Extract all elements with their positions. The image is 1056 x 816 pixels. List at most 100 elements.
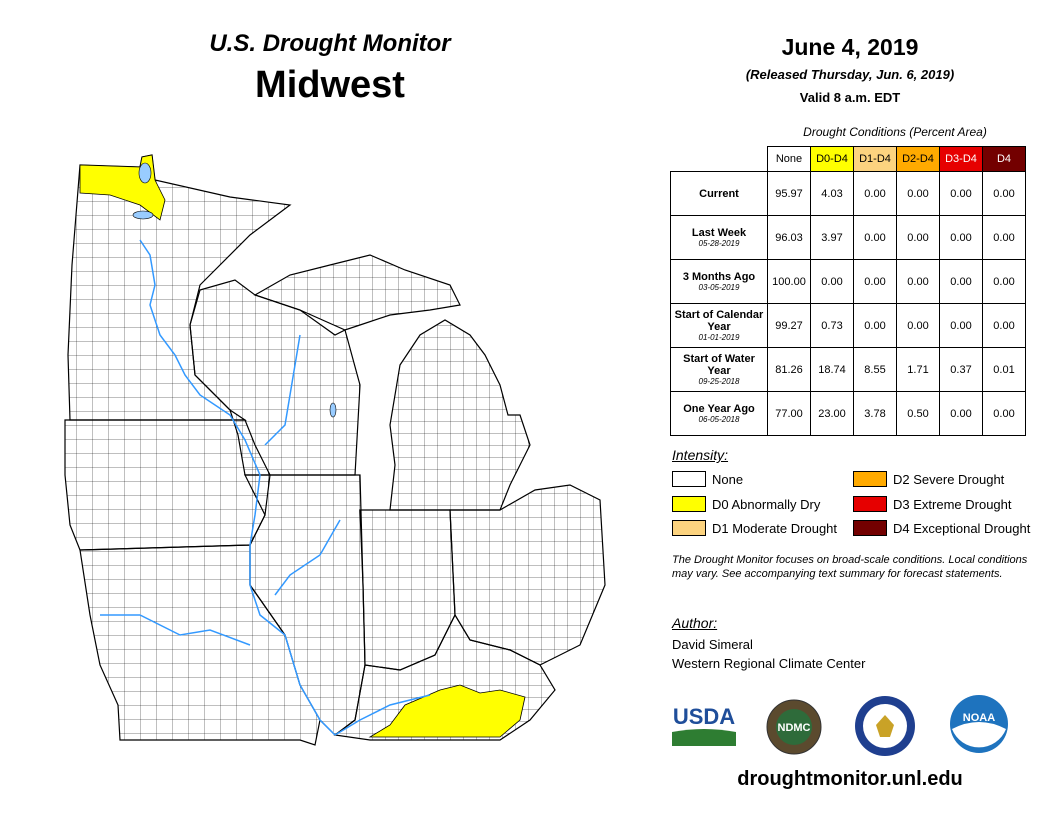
ohio-river [334,694,431,736]
legend-swatch [672,471,706,487]
drought-conditions-table: None D0-D4 D1-D4 D2-D4 D3-D4 D4 Current 95.97 4.… [670,146,1026,436]
d0-area-kentucky [368,684,526,738]
author-heading: Author: [672,615,718,631]
row-label-text: Start of Water Year [683,352,755,377]
noaa-logo-text: NOAA [963,712,995,724]
table-cell: 0.00 [982,259,1026,304]
state-michigan-upper [253,254,461,331]
table-cell: 0.00 [939,215,983,260]
usda-logo-text: USDA [673,704,735,729]
table-cell: 0.00 [896,303,940,348]
column-header: D3-D4 [939,146,983,172]
map-date: June 4, 2019 [781,34,919,60]
ndmc-logo-text: NDMC [778,722,811,734]
lake-winnebago [329,402,337,418]
table-cell: 4.03 [810,171,854,216]
state-iowa [64,419,271,551]
table-cell: 0.37 [939,347,983,392]
row-label: Current [670,171,768,216]
table-cell: 95.97 [767,171,811,216]
release-date: (Released Thursday, Jun. 6, 2019) [745,67,955,82]
intensity-heading: Intensity: [672,447,729,463]
red-lake [132,210,154,220]
table-cell: 0.00 [896,215,940,260]
table-cell: 0.00 [896,259,940,304]
author-name: David Simeral [672,637,753,652]
row-date: 06-05-2018 [698,414,740,424]
row-label: Last Week 05-28-2019 [670,215,768,260]
table-cell: 0.00 [810,259,854,304]
midwest-map [64,154,606,746]
legend-d1: D1 Moderate Drought [672,519,837,537]
table-cell: 0.00 [853,303,897,348]
legend-swatch [853,520,887,536]
note-text: The Drought Monitor focuses on broad-sca… [672,554,1028,580]
region-title: Midwest [255,64,405,106]
ndmc-logo: NDMC [766,699,822,755]
usda-logo: USDA [672,704,736,746]
column-header: D0-D4 [810,146,854,172]
missouri-river [100,614,251,646]
table-cell: 0.00 [939,259,983,304]
website-link[interactable]: droughtmonitor.unl.edu [737,768,963,790]
state-michigan-lower [389,319,531,511]
column-header: D1-D4 [853,146,897,172]
state-ohio [449,484,606,666]
column-header: D2-D4 [896,146,940,172]
row-date: 09-25-2018 [698,376,740,386]
row-label-text: One Year Ago [683,402,755,415]
row-date: 01-01-2019 [698,332,740,342]
column-header: D4 [982,146,1026,172]
table-cell: 0.00 [853,215,897,260]
table-row: Start of Water Year 09-25-2018 81.26 18.74 8… [670,347,1026,392]
column-header: None [767,146,811,172]
valid-time: Valid 8 a.m. EDT [799,90,901,105]
legend-swatch [853,496,887,512]
table-cell: 0.00 [853,171,897,216]
wisconsin-river [264,334,301,446]
legend-swatch [672,496,706,512]
legend-d0: D0 Abnormally Dry [672,495,820,513]
table-cell: 0.00 [982,171,1026,216]
table-cell: 0.00 [982,215,1026,260]
table-cell: 23.00 [810,391,854,436]
commerce-seal-logo [855,696,915,756]
row-label: Start of Calendar Year 01-01-2019 [670,303,768,348]
table-cell: 0.00 [939,171,983,216]
table-cell: 8.55 [853,347,897,392]
table-cell: 0.73 [810,303,854,348]
table-cell: 0.01 [982,347,1026,392]
table-cell: 0.00 [982,303,1026,348]
row-label-text: Last Week [691,226,747,239]
table-cell: 81.26 [767,347,811,392]
table-cell: 99.27 [767,303,811,348]
row-date: 03-05-2019 [698,282,740,292]
table-cell: 0.50 [896,391,940,436]
row-label: 3 Months Ago 03-05-2019 [670,259,768,304]
table-cell: 3.78 [853,391,897,436]
table-cell: 0.00 [939,303,983,348]
table-cell: 0.00 [896,171,940,216]
table-caption: Drought Conditions (Percent Area) [803,125,987,139]
row-label: Start of Water Year 09-25-2018 [670,347,768,392]
legend-d2: D2 Severe Drought [853,470,1004,488]
legend-d3: D3 Extreme Drought [853,495,1012,513]
table-cell: 0.00 [853,259,897,304]
row-label-text: Start of Calendar Year [674,308,764,333]
table-row: 3 Months Ago 03-05-2019 100.00 0.00 0.00 0.00… [670,259,1026,304]
row-label-text: 3 Months Ago [682,270,756,283]
map-title: U.S. Drought Monitor [209,30,451,57]
row-date: 05-28-2019 [698,238,740,248]
legend-swatch [672,520,706,536]
table-cell: 1.71 [896,347,940,392]
row-label: One Year Ago 06-05-2018 [670,391,768,436]
legend-none: None [672,470,743,488]
illinois-river [274,519,341,596]
table-row: Start of Calendar Year 01-01-2019 99.27 0.7… [670,303,1026,348]
table-cell: 0.00 [939,391,983,436]
author-org: Western Regional Climate Center [672,656,866,671]
table-row: Current 95.97 4.03 0.00 0.00 0.00 0.00 [670,171,1026,216]
table-corner [671,147,768,172]
table-cell: 96.03 [767,215,811,260]
legend-d4: D4 Exceptional Drought [853,519,1030,537]
